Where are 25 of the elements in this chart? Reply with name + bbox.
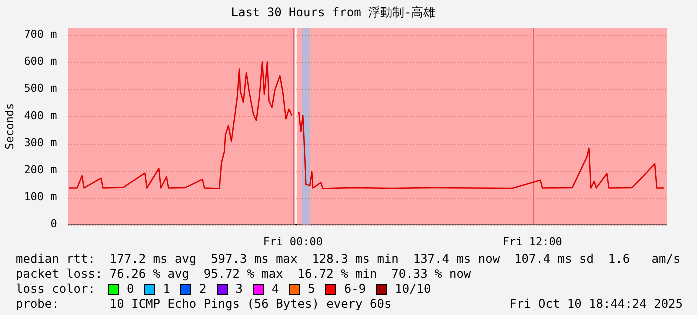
text: loss color:: [16, 282, 96, 297]
text: probe: 10 ICMP Echo Pings (56 Bytes) every 60s: [16, 297, 392, 312]
x-tick-label: Fri 00:00: [263, 235, 323, 248]
y-tick-label: 600 m: [24, 55, 58, 68]
y-tick-label: 500 m: [24, 82, 58, 96]
y-axis-title: Seconds: [3, 103, 16, 150]
y-tick-label: 300 m: [24, 136, 58, 150]
text: 5: [308, 282, 316, 297]
y-tick-label: 0: [50, 218, 58, 231]
text: 1: [163, 282, 170, 297]
text: 3: [236, 282, 243, 297]
x-tick-label: Fri 12:00: [502, 235, 562, 248]
y-tick-label: 400 m: [24, 109, 58, 122]
y-tick-label: 700 m: [24, 28, 58, 42]
text: 4: [272, 282, 280, 297]
text: median rtt: 177.2 ms avg 597.3 ms max 128.3 ms min 137.4 ms now 107.4 ms sd 1.6 am/s: [16, 252, 682, 267]
y-tick-label: 100 m: [24, 190, 58, 204]
text: 0: [127, 282, 134, 297]
text: 6-9: [344, 282, 366, 297]
y-tick-label: 200 m: [24, 163, 58, 176]
text: packet loss: 76.26 % avg 95.72 % max 16.72 % min 70.33 % now: [16, 267, 472, 282]
chart-title: Last 30 Hours from 浮動制-高雄: [231, 5, 436, 20]
text: Fri Oct 10 18:44:24 2025: [510, 297, 683, 312]
text: 2: [199, 282, 207, 297]
text: 10/10: [395, 282, 432, 297]
